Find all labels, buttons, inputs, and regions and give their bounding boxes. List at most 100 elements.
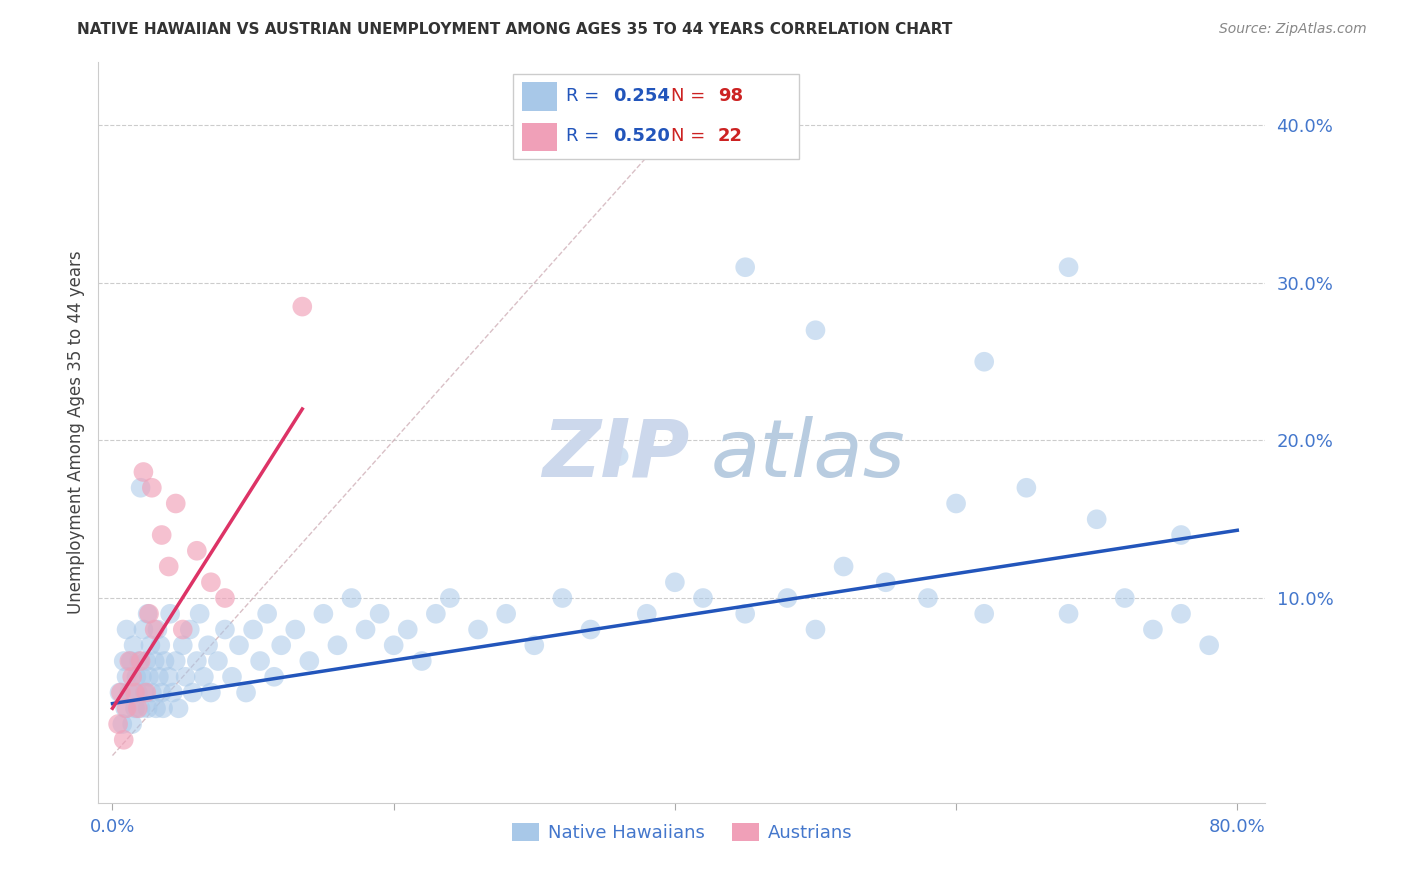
Point [249,654,271,668]
Point [172,638,194,652]
Point [121,670,143,684]
Point [128,654,150,668]
Point [973,355,995,369]
Point [132,623,155,637]
Point [115,623,138,637]
Point [157,559,180,574]
Point [193,670,215,684]
Text: R =: R = [567,87,606,105]
Point [382,638,405,652]
Point [118,654,141,668]
Point [186,543,208,558]
Point [221,670,243,684]
Point [132,465,155,479]
Point [1114,591,1136,605]
Text: N =: N = [672,87,711,105]
Text: Source: ZipAtlas.com: Source: ZipAtlas.com [1219,22,1367,37]
Point [165,496,187,510]
Point [159,607,181,621]
Point [135,654,157,668]
Point [664,575,686,590]
Point [523,638,546,652]
Point [804,623,827,637]
Point [579,623,602,637]
Point [439,591,461,605]
Point [124,685,146,699]
Point [1198,638,1220,652]
Point [425,607,447,621]
Point [136,607,159,621]
Text: atlas: atlas [711,416,905,494]
Bar [522,82,557,111]
Point [111,717,134,731]
Point [284,623,307,637]
FancyBboxPatch shape [513,73,799,159]
Point [256,607,278,621]
Text: 0.254: 0.254 [613,87,669,105]
Point [127,701,149,715]
Point [776,591,799,605]
Point [127,685,149,699]
Point [197,638,219,652]
Point [157,670,180,684]
Point [804,323,827,337]
Point [108,685,131,699]
Point [411,654,433,668]
Point [150,528,173,542]
Point [467,623,489,637]
Point [551,591,574,605]
Point [174,670,197,684]
Point [152,701,174,715]
Point [200,575,222,590]
Point [124,701,146,715]
Point [214,623,236,637]
Point [150,685,173,699]
Point [692,591,714,605]
Point [875,575,897,590]
Point [143,623,166,637]
Point [141,685,163,699]
Y-axis label: Unemployment Among Ages 35 to 44 years: Unemployment Among Ages 35 to 44 years [66,251,84,615]
Point [326,638,349,652]
Text: 0.520: 0.520 [613,128,669,145]
Point [396,623,419,637]
Point [125,670,148,684]
Point [207,654,229,668]
Point [235,685,257,699]
Point [188,607,211,621]
Point [263,670,285,684]
Point [135,685,157,699]
Text: R =: R = [567,128,606,145]
Point [136,701,159,715]
Point [138,607,160,621]
Point [114,701,136,715]
Point [636,607,658,621]
Point [134,685,156,699]
Point [298,654,321,668]
Point [973,607,995,621]
Point [120,654,142,668]
Point [179,623,201,637]
Point [139,638,162,652]
Point [228,638,250,652]
Point [131,670,153,684]
Point [734,260,756,275]
Point [129,654,152,668]
Point [734,607,756,621]
Point [945,496,967,510]
Point [115,701,138,715]
Point [181,685,204,699]
Point [165,654,187,668]
Point [138,670,160,684]
Point [107,717,129,731]
Text: ZIP: ZIP [541,416,689,494]
Point [112,732,135,747]
Point [1170,528,1192,542]
Text: N =: N = [672,128,711,145]
Point [1085,512,1108,526]
Point [607,449,630,463]
Text: NATIVE HAWAIIAN VS AUSTRIAN UNEMPLOYMENT AMONG AGES 35 TO 44 YEARS CORRELATION C: NATIVE HAWAIIAN VS AUSTRIAN UNEMPLOYMENT… [77,22,953,37]
Point [1142,623,1164,637]
Point [917,591,939,605]
Point [122,638,145,652]
